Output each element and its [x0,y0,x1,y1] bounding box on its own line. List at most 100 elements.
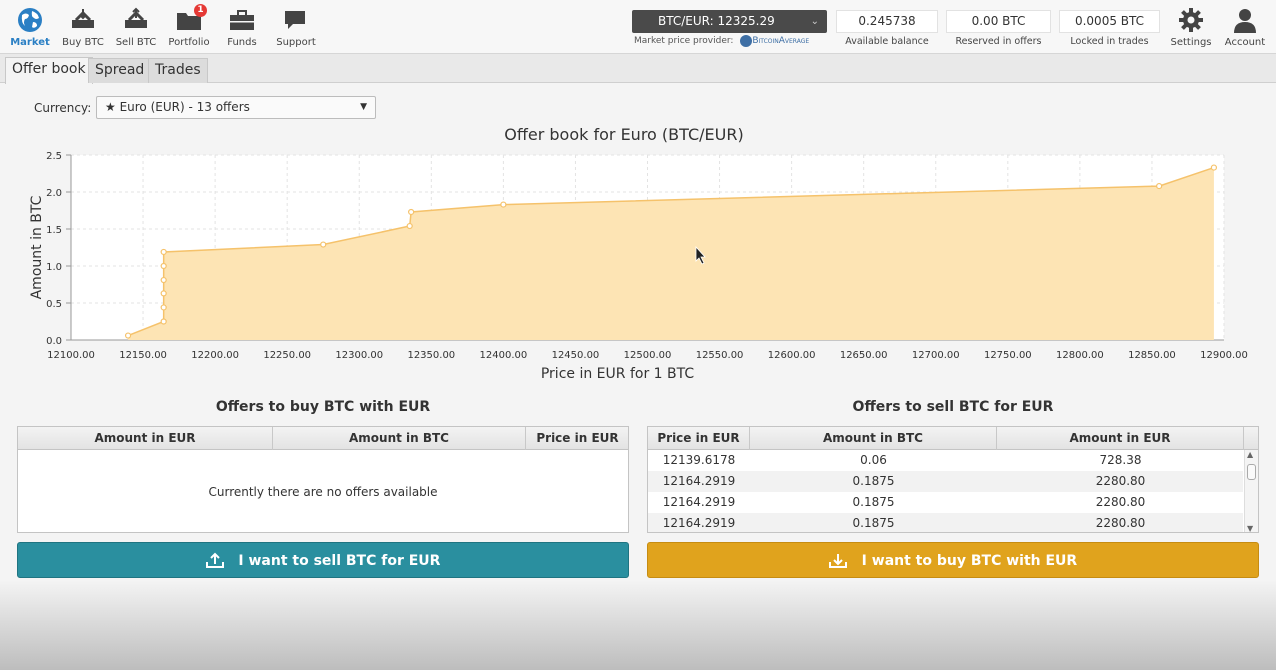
amount-eur-cell: 728.38 [1099,453,1142,467]
nav-funds-button[interactable]: Funds [216,6,268,50]
amount-eur-cell: 2280.80 [1095,516,1146,530]
bitcoinaverage-logo-icon [740,35,752,47]
data-point [408,208,415,216]
reserved-balance-value: 0.00 BTC [946,10,1051,33]
locked-balance-label: Locked in trades [1070,36,1149,47]
buy-btc-button[interactable]: I want to buy BTC with EUR [647,542,1259,578]
available-balance-label: Available balance [845,36,929,47]
user-icon [1234,9,1256,33]
x-axis-label: Price in EUR for 1 BTC [541,366,694,382]
available-balance-value: 0.245738 [836,10,938,33]
nav-portfolio-button[interactable]: 1 Portfolio [163,4,215,50]
data-point [1210,164,1218,171]
x-tick-label: 12500.00 [624,350,672,361]
price-cell: 12164.2919 [662,474,736,488]
data-point [160,276,167,284]
nav-market-button[interactable]: Market [4,6,56,50]
buy-offers-table[interactable]: Amount in EUR Amount in BTC Price in EUR… [17,426,629,533]
column-header[interactable]: Amount in BTC [273,427,526,450]
data-point [160,318,167,325]
market-price-select[interactable]: BTC/EUR: 12325.29 ⌄ [632,10,827,33]
nav-buy-btc-button[interactable]: Buy BTC [57,6,109,50]
sell-offers-table[interactable]: Price in EUR Amount in BTC Amount in EUR… [647,426,1259,533]
provider-label: Market price provider: [634,36,734,46]
table-row[interactable]: 12164.2919 0.1875 2280.80 [648,492,1243,513]
data-point [124,332,132,339]
amount-eur-cell: 2280.80 [1095,495,1146,509]
sell-btc-button[interactable]: I want to sell BTC for EUR [17,542,629,578]
table-row[interactable]: 12164.2919 0.1875 2280.80 [648,471,1243,492]
y-tick-label: 0.5 [46,299,62,310]
offer-book-chart: 12100.00 12150.00 12200.00 12250.00 12300.00… [29,151,1248,382]
price-cell: 12164.2919 [662,516,736,530]
x-tick-label: 12350.00 [407,350,455,361]
empty-offers-message: Currently there are no offers available [208,485,438,499]
y-tick-label: 1.5 [46,225,62,236]
nav-sell-btc-button[interactable]: Sell BTC [110,6,162,50]
data-point [160,290,167,297]
tab-spread[interactable]: Spread [88,58,152,83]
portfolio-notification-badge: 1 [194,4,207,17]
amount-btc-cell: 0.1875 [852,495,895,509]
x-tick-label: 12850.00 [1128,350,1176,361]
scrollbar-thumb[interactable] [1247,464,1256,480]
download-icon [828,553,847,568]
sell-offers-title: Offers to sell BTC for EUR [852,399,1054,415]
tab-offer-book[interactable]: Offer book [5,57,93,84]
chevron-down-icon: ⌄ [810,16,819,27]
amount-btc-cell: 0.1875 [852,516,895,530]
buy-btc-button-label: I want to buy BTC with EUR [861,553,1078,569]
nav-funds-label: Funds [227,37,257,48]
settings-button[interactable]: Settings [1165,6,1217,50]
x-tick-label: 12750.00 [984,350,1032,361]
briefcase-icon [230,10,254,30]
y-tick-label: 0.0 [46,336,62,347]
data-point [160,248,167,256]
table-row[interactable]: 12139.6178 0.06 728.38 [648,450,1243,471]
chat-icon [285,11,305,29]
currency-select[interactable]: ★ Euro (EUR) - 13 offers ▼ [96,96,376,119]
nav-portfolio-label: Portfolio [168,37,210,48]
sell-offers-header: Price in EUR Amount in BTC Amount in EUR [648,427,1258,450]
top-navigation-bar: Market Buy BTC Sell BTC 1 Portfolio Fund… [0,0,1276,54]
data-point [160,304,167,311]
buy-offers-title: Offers to buy BTC with EUR [215,399,431,415]
column-header[interactable]: Amount in EUR [997,427,1244,450]
x-tick-label: 12900.00 [1200,350,1248,361]
market-price-provider: Market price provider: BitcoinAverage [634,35,810,47]
amount-btc-cell: 0.1875 [852,474,895,488]
y-tick-label: 2.5 [46,151,62,162]
column-header[interactable]: Price in EUR [536,431,619,445]
nav-buy-btc-label: Buy BTC [62,37,104,48]
data-point [320,241,327,248]
scroll-up-icon[interactable]: ▲ [1247,450,1254,459]
data-point [406,222,413,230]
provider-name[interactable]: BitcoinAverage [752,36,810,46]
table-row[interactable]: 12164.2919 0.1875 2280.80 [648,513,1243,532]
nav-support-button[interactable]: Support [270,6,322,50]
scroll-down-icon[interactable]: ▼ [1247,524,1254,533]
x-tick-label: 12700.00 [912,350,960,361]
account-button[interactable]: Account [1219,6,1271,50]
amount-btc-cell: 0.06 [860,453,887,467]
column-header[interactable]: Price in EUR [648,427,750,450]
x-tick-label: 12800.00 [1056,350,1104,361]
x-tick-label: 12550.00 [696,350,744,361]
x-tick-label: 12250.00 [263,350,311,361]
data-point [500,201,507,208]
buy-offers-header: Amount in EUR Amount in BTC Price in EUR [18,427,628,450]
y-tick-label: 2.0 [46,188,62,199]
nav-support-label: Support [276,37,316,48]
dropdown-arrow-icon: ▼ [360,102,367,112]
locked-balance-value: 0.0005 BTC [1059,10,1160,33]
x-tick-label: 12100.00 [47,350,95,361]
column-header[interactable]: Amount in BTC [750,427,997,450]
x-tick-label: 12400.00 [480,350,528,361]
sell-offers-scrollbar[interactable]: ▲ ▼ [1244,450,1258,533]
settings-label: Settings [1170,37,1212,48]
column-header[interactable]: Amount in EUR [18,427,273,450]
area-fill [128,167,1214,340]
amount-eur-cell: 2280.80 [1095,474,1146,488]
tab-trades[interactable]: Trades [148,58,208,83]
price-cell: 12139.6178 [662,453,736,467]
